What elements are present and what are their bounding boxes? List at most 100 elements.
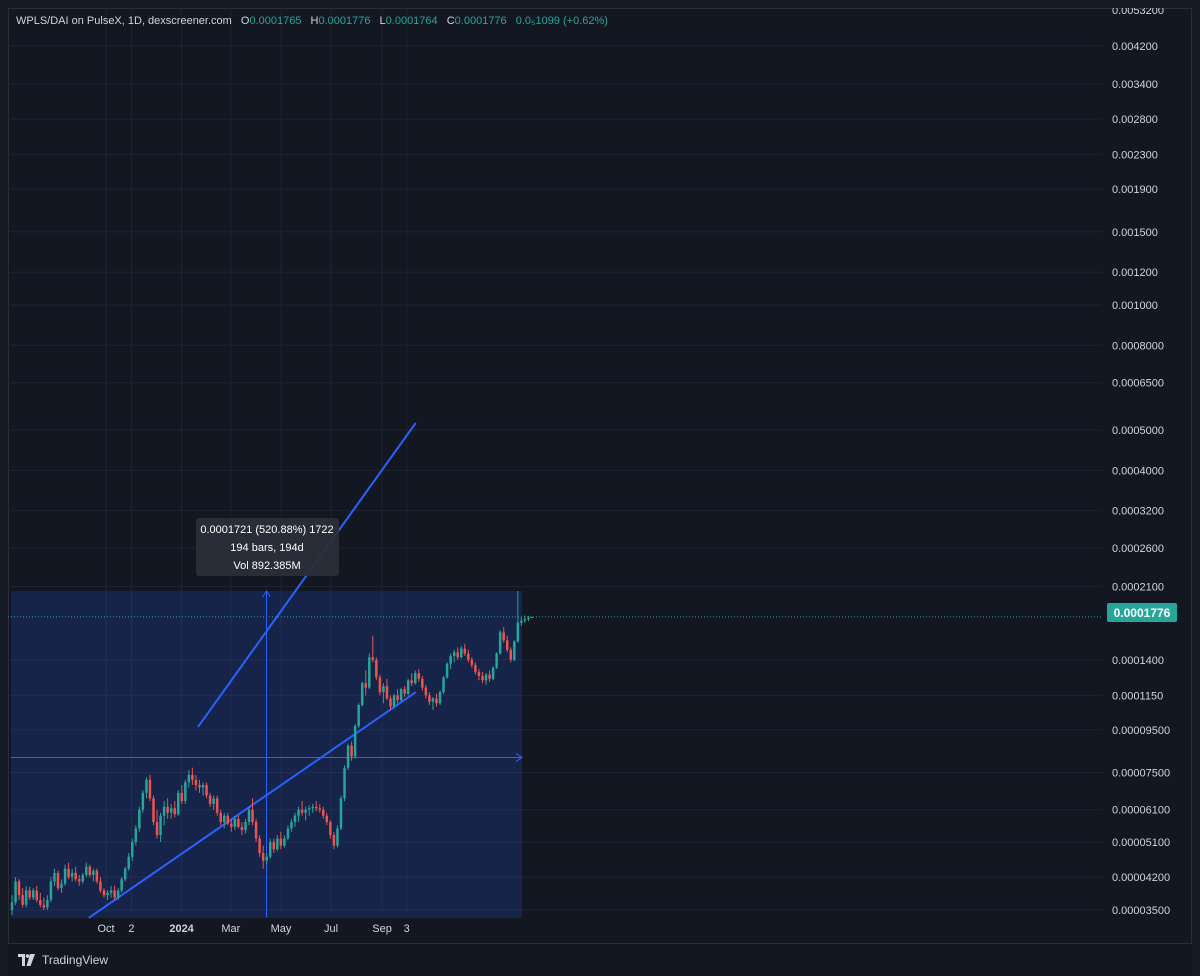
candle-body (102, 890, 106, 896)
candle-body (237, 818, 240, 827)
candle-body (35, 890, 38, 900)
chart-title: WPLS/DAI on PulseX, 1D, dexscreener.com (16, 15, 232, 27)
y-tick-label: 0.0003200 (1112, 506, 1164, 518)
candle-body (240, 826, 244, 831)
candle-body (279, 838, 283, 846)
candle-body (265, 856, 268, 861)
high-value: 0.0001776 (318, 15, 371, 27)
candle-body (63, 868, 67, 884)
x-tick-label: 3 (404, 923, 410, 935)
candle-body (116, 890, 120, 898)
y-tick-label: 0.001500 (1112, 227, 1158, 239)
candle-body (368, 657, 371, 688)
candle-body (417, 673, 421, 679)
candle-body (131, 842, 134, 857)
open-label: O (240, 15, 250, 27)
candle-body (152, 798, 155, 822)
candle-body (311, 806, 314, 809)
candle-body (304, 809, 307, 813)
candle-body (113, 890, 116, 898)
candle-body (516, 622, 520, 642)
candle-body (247, 809, 251, 822)
candle-body (141, 792, 145, 810)
candle-body (424, 687, 428, 696)
candle-body (42, 904, 46, 908)
candle-body (318, 808, 321, 810)
y-tick-label: 0.00009500 (1112, 725, 1170, 737)
candle-body (17, 881, 21, 896)
candle-body (506, 640, 509, 650)
candle-body (456, 652, 459, 658)
candle-body (145, 779, 148, 793)
x-tick-label: May (271, 923, 292, 935)
candle-body (148, 779, 152, 799)
y-tick-label: 0.00007500 (1112, 767, 1170, 779)
close-value: 0.0001776 (454, 15, 507, 27)
candle-body (350, 745, 353, 757)
candle-body (378, 677, 382, 693)
candle-body (254, 821, 258, 839)
high-label: H (310, 15, 319, 27)
y-tick-label: 0.003400 (1112, 79, 1158, 91)
x-tick-label: 2024 (169, 923, 194, 935)
candle-body (498, 632, 502, 654)
candle-body (523, 619, 527, 621)
candle-body (382, 686, 385, 693)
candle-body (484, 674, 488, 681)
candle-body (109, 890, 113, 893)
candle-body (56, 872, 60, 889)
x-axis[interactable]: Oct 2 2024 Mar May Jul Sep 3 (97, 923, 409, 935)
price-chart[interactable]: 0.0053200 0.004200 0.003400 0.002800 0.00230… (8, 8, 1192, 944)
candle-body (481, 675, 484, 681)
y-axis[interactable]: 0.0053200 0.004200 0.003400 0.002800 0.00230… (1112, 8, 1170, 917)
candle-body (360, 683, 364, 705)
candle-body (530, 616, 534, 619)
y-tick-label: 0.001900 (1112, 184, 1158, 196)
candle-body (339, 798, 343, 829)
candle-body (67, 868, 70, 878)
candle-body (428, 695, 431, 702)
candle-body (261, 852, 265, 861)
candle-body (219, 812, 222, 822)
candle-body (286, 828, 290, 839)
candle-body (92, 870, 95, 875)
candle-body (268, 842, 272, 857)
candle-body (208, 795, 212, 804)
candle-body (332, 835, 336, 846)
candle-body (226, 815, 230, 824)
candle-body (46, 899, 49, 908)
change-value: 0.0₅1099 (+0.62%) (515, 15, 608, 27)
candle-body (520, 620, 523, 623)
tradingview-logo[interactable]: TradingView (18, 953, 108, 967)
candle-body (431, 698, 435, 702)
candles (10, 590, 534, 916)
y-tick-label: 0.0004000 (1112, 465, 1164, 477)
candle-body (223, 815, 226, 822)
candle-body (314, 806, 318, 809)
candle-body (290, 821, 293, 829)
candle-body (438, 692, 442, 704)
candle-body (10, 902, 14, 910)
y-tick-label: 0.00006100 (1112, 805, 1170, 817)
candle-body (198, 784, 201, 788)
candle-body (251, 809, 254, 822)
candle-body (325, 815, 329, 822)
price-range-tool[interactable] (11, 590, 523, 918)
candle-body (14, 881, 17, 903)
candle-body (49, 881, 53, 900)
candle-body (215, 798, 219, 813)
candle-body (28, 890, 31, 898)
y-tick-label: 0.004200 (1112, 41, 1158, 53)
candle-body (329, 821, 332, 836)
candle-body (184, 782, 187, 802)
candle-body (272, 842, 276, 850)
candle-body (463, 648, 467, 654)
y-tick-label: 0.00004200 (1112, 872, 1170, 884)
candle-body (467, 653, 470, 660)
x-tick-label: Mar (221, 923, 240, 935)
candle-body (162, 806, 166, 816)
candle-body (410, 680, 413, 684)
candle-body (357, 704, 360, 727)
candle-body (88, 866, 92, 875)
candle-body (346, 745, 350, 768)
